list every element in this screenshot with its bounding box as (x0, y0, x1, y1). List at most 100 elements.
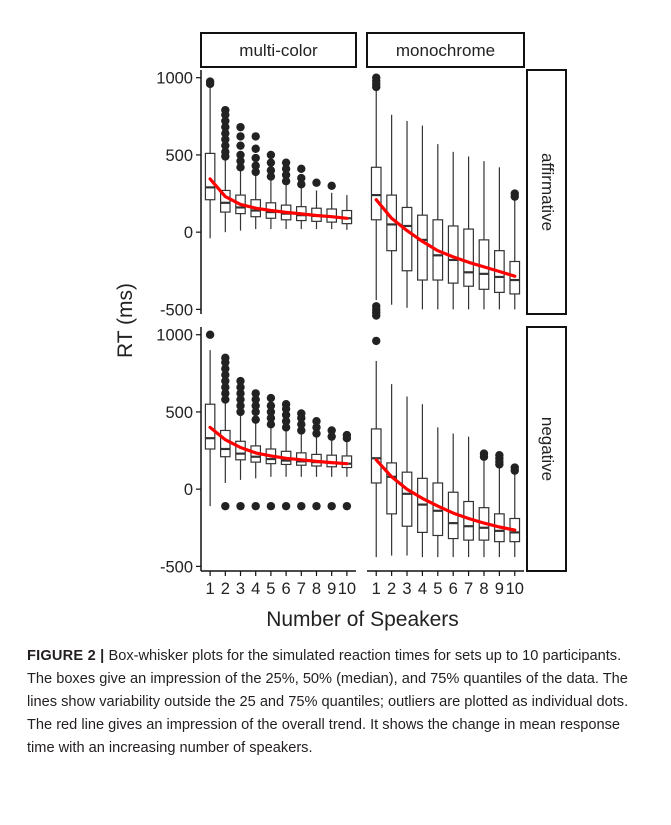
box-plot (311, 417, 322, 511)
box-plot (341, 430, 353, 511)
x-tick-label: 10 (506, 580, 524, 598)
outlier-point (266, 393, 276, 403)
row-strip (526, 69, 567, 315)
box-iqr (370, 428, 382, 484)
outlier-point (312, 501, 321, 511)
box-plot (280, 400, 292, 511)
outlier-point (221, 105, 230, 115)
outlier-point (221, 353, 230, 363)
x-tick-label: 1 (206, 580, 215, 598)
column-strip (200, 32, 357, 68)
box-plot (401, 120, 413, 308)
box-plot (463, 436, 474, 558)
outlier-point (221, 141, 230, 150)
column-strip-label: monochrome (396, 41, 495, 60)
outlier-point (236, 150, 245, 160)
x-tick-label: 4 (251, 580, 260, 598)
outlier-point (372, 73, 381, 82)
box-plot (326, 181, 337, 230)
outlier-point (266, 166, 276, 175)
x-tick-label: 6 (282, 580, 291, 598)
outlier-point (281, 164, 291, 174)
x-tick-label: 6 (449, 580, 458, 598)
box-whisker-chart: multi-color monochrome affirmative negative… (114, 32, 567, 631)
box-plot (509, 189, 521, 310)
box-plot (295, 164, 307, 230)
figure-label: FIGURE 2 | (27, 648, 105, 664)
outlier-point (205, 77, 215, 86)
x-tick-label: 9 (327, 580, 336, 598)
outlier-point (221, 147, 230, 157)
x-tick-label: 5 (266, 580, 275, 598)
outlier-point (297, 409, 306, 418)
outlier-point (312, 429, 321, 438)
outlier-point (221, 135, 230, 144)
outlier-point (372, 302, 381, 311)
outlier-point (479, 449, 489, 458)
column-strip (366, 32, 525, 68)
box-plot (311, 178, 322, 230)
y-tick-label: -500 (160, 558, 193, 576)
box-iqr (220, 189, 231, 213)
box-plot (220, 105, 231, 233)
outlier-point (236, 501, 245, 511)
outlier-point (251, 167, 260, 177)
outlier-point (236, 141, 245, 150)
outlier-point (221, 370, 230, 380)
box-plot (370, 336, 382, 558)
box-plot (447, 433, 459, 558)
box-plot (447, 151, 459, 310)
x-tick-label: 4 (418, 580, 427, 598)
outlier-point (251, 415, 260, 424)
x-tick-label: 7 (464, 580, 473, 598)
box-plot (509, 463, 521, 558)
outlier-point (221, 501, 230, 511)
box-plot (204, 77, 216, 239)
outlier-point (312, 178, 321, 187)
outlier-point (312, 423, 321, 432)
column-strip-label: multi-color (239, 41, 318, 60)
box-iqr (386, 462, 397, 515)
y-tick-label: 1000 (156, 70, 193, 88)
outlier-point (251, 153, 260, 163)
outlier-point (281, 400, 291, 409)
x-tick-label: 10 (338, 580, 356, 598)
box-plot (463, 156, 474, 310)
outlier-point (221, 376, 230, 386)
x-tick-label: 2 (387, 580, 396, 598)
outlier-point (236, 395, 245, 404)
x-tick-label: 5 (433, 580, 442, 598)
outlier-point (342, 501, 352, 511)
outlier-point (251, 132, 260, 141)
box-iqr (401, 471, 413, 527)
x-tick-label: 8 (479, 580, 488, 598)
box-plot (432, 427, 444, 558)
y-tick-label: 500 (165, 404, 193, 422)
outlier-point (221, 383, 230, 392)
x-tick-label: 9 (495, 580, 504, 598)
y-tick-label: 1000 (156, 327, 193, 345)
outlier-point (495, 450, 504, 460)
outlier-point (251, 389, 260, 398)
outlier-point (510, 189, 519, 198)
outlier-point (251, 395, 260, 404)
trend-line (374, 458, 517, 532)
outlier-point (221, 364, 230, 373)
y-tick-label: -500 (160, 301, 193, 319)
y-tick-label: 0 (184, 481, 193, 499)
box-plot (494, 450, 505, 558)
y-tick-label: 0 (184, 224, 193, 242)
box-iqr (417, 214, 428, 281)
outlier-point (297, 173, 306, 183)
outlier-point (327, 501, 336, 511)
box-plot (401, 396, 413, 556)
outlier-point (221, 389, 230, 398)
trend-line (374, 198, 517, 278)
box-plot (250, 132, 262, 230)
outlier-point (327, 432, 336, 441)
outlier-point (342, 430, 352, 440)
box-plot (386, 384, 397, 556)
outlier-point (281, 417, 291, 426)
box-plot (326, 426, 337, 511)
outlier-point (251, 501, 260, 511)
